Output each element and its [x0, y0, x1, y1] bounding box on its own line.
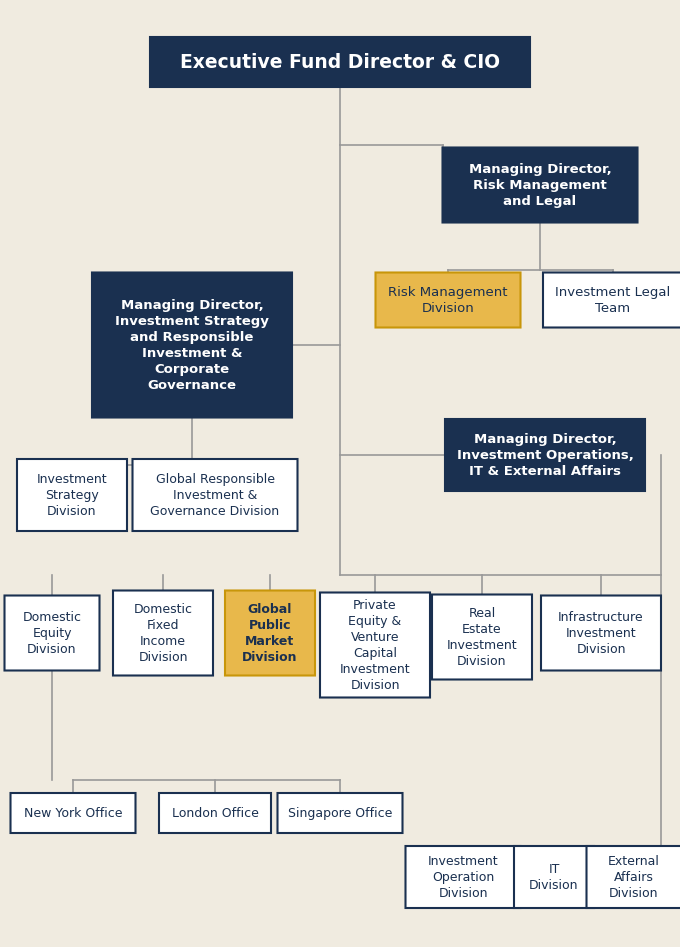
FancyBboxPatch shape [113, 591, 213, 675]
FancyBboxPatch shape [277, 793, 403, 833]
Text: Domestic
Equity
Division: Domestic Equity Division [22, 611, 82, 655]
FancyBboxPatch shape [586, 846, 680, 908]
Text: Investment
Strategy
Division: Investment Strategy Division [37, 473, 107, 517]
FancyBboxPatch shape [150, 37, 530, 87]
Text: Investment
Operation
Division: Investment Operation Division [428, 854, 498, 900]
Text: Executive Fund Director & CIO: Executive Fund Director & CIO [180, 52, 500, 72]
FancyBboxPatch shape [432, 595, 532, 680]
FancyBboxPatch shape [541, 596, 661, 670]
FancyBboxPatch shape [17, 459, 127, 531]
Text: Domestic
Fixed
Income
Division: Domestic Fixed Income Division [133, 602, 192, 664]
FancyBboxPatch shape [375, 273, 520, 328]
Text: Managing Director,
Investment Strategy
and Responsible
Investment &
Corporate
Go: Managing Director, Investment Strategy a… [115, 298, 269, 391]
Text: Infrastructure
Investment
Division: Infrastructure Investment Division [558, 611, 644, 655]
Text: IT
Division: IT Division [529, 863, 579, 891]
Text: Managing Director,
Investment Operations,
IT & External Affairs: Managing Director, Investment Operations… [456, 433, 634, 477]
Text: Global Responsible
Investment &
Governance Division: Global Responsible Investment & Governan… [150, 473, 279, 517]
Text: Global
Public
Market
Division: Global Public Market Division [242, 602, 298, 664]
FancyBboxPatch shape [543, 273, 680, 328]
FancyBboxPatch shape [514, 846, 594, 908]
FancyBboxPatch shape [92, 273, 292, 418]
Text: External
Affairs
Division: External Affairs Division [608, 854, 660, 900]
Text: New York Office: New York Office [24, 807, 122, 819]
Text: Risk Management
Division: Risk Management Division [388, 285, 508, 314]
Text: Real
Estate
Investment
Division: Real Estate Investment Division [447, 606, 517, 668]
FancyBboxPatch shape [133, 459, 298, 531]
Text: Investment Legal
Team: Investment Legal Team [556, 285, 670, 314]
Text: Private
Equity &
Venture
Capital
Investment
Division: Private Equity & Venture Capital Investm… [340, 599, 410, 691]
FancyBboxPatch shape [159, 793, 271, 833]
FancyBboxPatch shape [5, 596, 99, 670]
FancyBboxPatch shape [443, 148, 638, 223]
FancyBboxPatch shape [320, 593, 430, 698]
FancyBboxPatch shape [225, 591, 315, 675]
FancyBboxPatch shape [10, 793, 135, 833]
Text: Managing Director,
Risk Management
and Legal: Managing Director, Risk Management and L… [469, 163, 611, 207]
Text: Singapore Office: Singapore Office [288, 807, 392, 819]
FancyBboxPatch shape [405, 846, 520, 908]
FancyBboxPatch shape [445, 419, 645, 491]
Text: London Office: London Office [171, 807, 258, 819]
